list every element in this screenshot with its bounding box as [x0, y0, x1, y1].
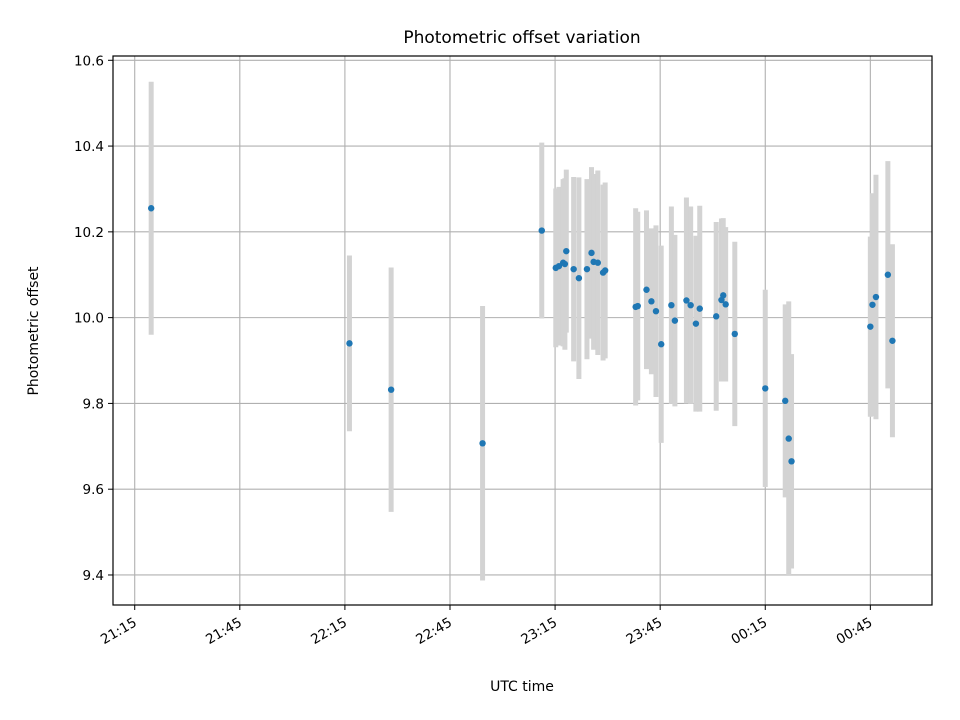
y-tick-label: 9.6	[83, 482, 104, 498]
data-point	[872, 293, 880, 301]
y-tick-label: 10.4	[74, 139, 104, 155]
data-point	[869, 301, 876, 308]
data-point	[570, 265, 577, 273]
data-point	[696, 305, 703, 312]
data-point	[658, 341, 665, 348]
data-point	[731, 330, 738, 338]
data-point	[387, 386, 395, 393]
data-point	[720, 292, 727, 299]
data-point	[563, 247, 570, 255]
y-axis-label: Photometric offset	[26, 266, 42, 396]
y-axis-ticks: 9.4 9.6 9.8 10.0 10.2 10.4 10.6	[74, 53, 113, 584]
y-tick-label: 9.8	[83, 396, 104, 412]
data-point	[762, 385, 769, 392]
y-tick-label: 9.4	[83, 568, 104, 584]
data-point	[782, 397, 789, 405]
data-point	[648, 298, 655, 305]
data-point	[889, 337, 896, 344]
data-point	[588, 249, 595, 257]
x-axis-label: UTC time	[490, 679, 554, 695]
data-point	[601, 267, 609, 274]
data-point	[147, 205, 155, 212]
y-tick-label: 10.6	[74, 53, 104, 69]
data-point	[634, 302, 641, 310]
data-point	[788, 458, 795, 465]
data-point	[561, 260, 569, 268]
y-tick-label: 10.2	[74, 225, 104, 241]
data-point	[346, 340, 353, 347]
data-point	[643, 286, 650, 293]
data-point	[479, 440, 486, 447]
data-point	[722, 301, 729, 308]
chart-title: Photometric offset variation	[403, 28, 640, 48]
data-point	[671, 317, 679, 324]
data-point	[575, 274, 583, 282]
data-point	[884, 271, 892, 278]
data-point	[713, 313, 720, 320]
plot-frame	[112, 55, 933, 606]
data-point	[652, 307, 660, 315]
data-points	[147, 205, 896, 465]
data-point	[583, 265, 591, 273]
data-point	[692, 320, 700, 327]
data-point	[785, 435, 792, 442]
data-point	[668, 301, 675, 309]
y-tick-label: 10.0	[74, 311, 104, 327]
data-point	[538, 227, 545, 234]
data-point	[687, 301, 694, 309]
data-point	[594, 259, 602, 266]
data-point	[683, 297, 690, 304]
data-point	[867, 323, 874, 330]
